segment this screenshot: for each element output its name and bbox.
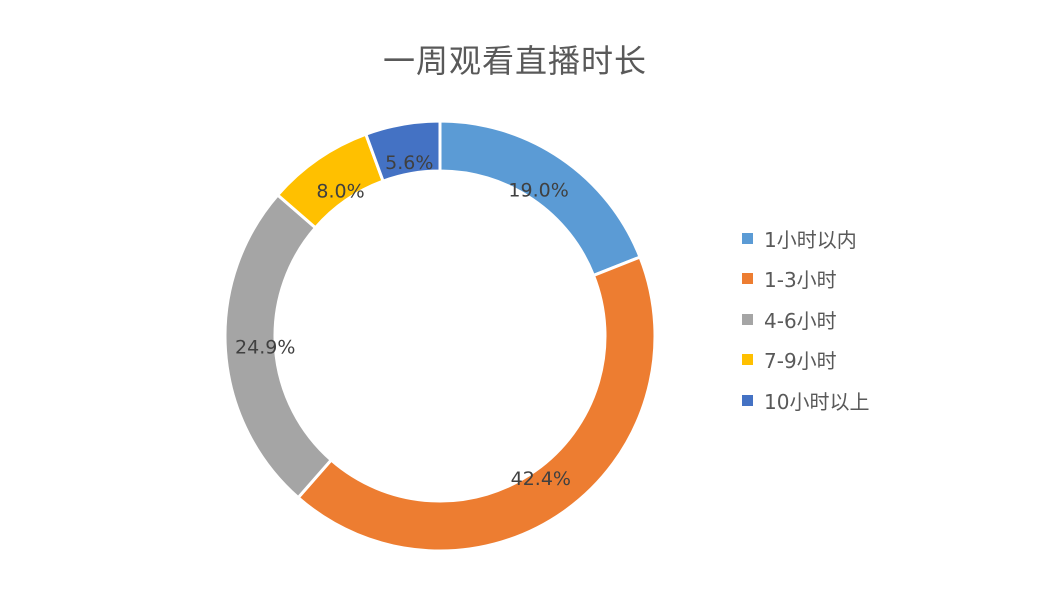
- legend-item-4: 7-9小时: [742, 340, 869, 381]
- legend-swatch: [742, 232, 753, 244]
- legend-item-2: 1-3小时: [742, 259, 869, 300]
- slice-value-label-4: 8.0%: [316, 180, 364, 202]
- legend-label: 10小时以上: [764, 389, 870, 414]
- legend-item-3: 4-6小时: [742, 299, 869, 340]
- legend-label: 1小时以内: [764, 227, 857, 252]
- legend-item-1: 1小时以内: [742, 218, 869, 259]
- chart-legend: 1小时以内 1-3小时 4-6小时 7-9小时 10小时以上: [742, 218, 869, 421]
- donut-slice-5: [363, 119, 442, 184]
- chart-title: 一周观看直播时长: [382, 42, 647, 80]
- slice-value-label-1: 19.0%: [508, 180, 568, 202]
- slice-value-label-3: 24.9%: [235, 336, 295, 358]
- legend-swatch: [742, 273, 753, 285]
- legend-label: 4-6小时: [764, 308, 837, 333]
- legend-swatch: [742, 313, 753, 325]
- legend-item-5: 10小时以上: [742, 380, 869, 421]
- legend-label: 1-3小时: [764, 268, 837, 293]
- slice-value-label-5: 5.6%: [385, 152, 433, 174]
- donut-slice-2: [296, 255, 657, 553]
- legend-swatch: [742, 354, 753, 366]
- legend-label: 7-9小时: [764, 349, 837, 374]
- slice-value-label-2: 42.4%: [511, 468, 571, 490]
- legend-swatch: [742, 394, 753, 406]
